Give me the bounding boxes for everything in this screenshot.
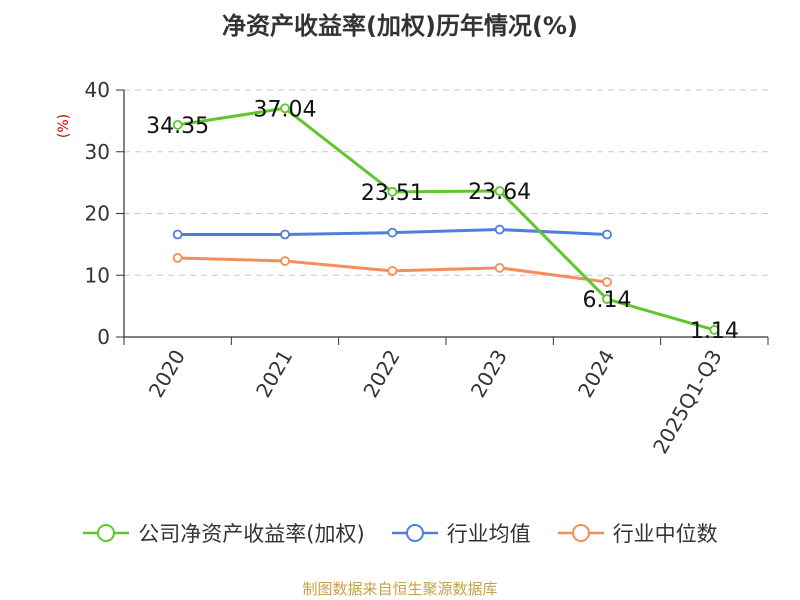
- data-label: 23.51: [361, 181, 424, 206]
- data-label: 34.35: [146, 114, 209, 139]
- y-tick-label: 30: [85, 140, 110, 164]
- data-point: [494, 224, 505, 235]
- series-layer: [172, 103, 720, 335]
- data-point: [602, 294, 612, 304]
- chart-title: 净资产收益率(加权)历年情况(%): [222, 12, 578, 40]
- data-point: [387, 227, 398, 238]
- x-tick-label: 2025Q1-Q3: [648, 346, 727, 458]
- data-point: [494, 186, 505, 196]
- legend-label: 行业均值: [446, 522, 531, 546]
- y-tick-label: 20: [85, 202, 110, 226]
- legend-item[interactable]: 行业中位数: [557, 518, 718, 548]
- line-chart: 0 10 20 30 40 2020 2021 2022 2023 2024 2025Q1-Q3 3…: [56, 78, 769, 458]
- source-note: 制图数据来自恒生聚源数据库: [302, 580, 498, 598]
- legend-item[interactable]: 公司净资产收益率(加权): [82, 518, 365, 548]
- data-point: [602, 229, 612, 240]
- x-tick-label: 2021: [251, 346, 297, 402]
- data-point: [172, 253, 183, 263]
- data-point: [494, 262, 505, 273]
- data-label: 1.14: [690, 319, 739, 344]
- legend-label: 行业中位数: [612, 522, 718, 546]
- data-point: [280, 229, 290, 240]
- data-label: 6.14: [583, 288, 632, 313]
- x-tick-label: 2024: [573, 346, 619, 402]
- data-point: [172, 119, 183, 130]
- grid-lines: [124, 89, 768, 276]
- legend-item[interactable]: 行业均值: [391, 518, 531, 548]
- data-point: [280, 256, 290, 266]
- y-tick-label: 40: [85, 78, 110, 102]
- series-line: [177, 106, 715, 332]
- x-tick-label: 2022: [358, 346, 404, 402]
- legend-marker-icon: [83, 524, 130, 542]
- y-tick-label: 0: [97, 325, 110, 349]
- legend: 公司净资产收益率(加权) 行业均值 行业中位数: [0, 518, 800, 548]
- data-point: [387, 266, 398, 276]
- data-label: 37.04: [254, 97, 317, 122]
- data-point: [280, 103, 290, 114]
- x-tick-label: 2023: [466, 345, 512, 401]
- data-point: [709, 325, 720, 335]
- legend-marker-icon: [557, 524, 604, 542]
- legend-marker-icon: [391, 524, 438, 542]
- data-point: [387, 186, 398, 197]
- data-label: 23.64: [468, 180, 531, 205]
- y-tick-label: 10: [85, 263, 110, 287]
- data-point: [602, 277, 612, 287]
- legend-label: 公司净资产收益率(加权): [138, 522, 365, 546]
- y-axis-label: (%): [56, 114, 72, 138]
- data-labels: 34.35 37.04 23.51 23.64 6.14 1.14: [146, 97, 739, 344]
- x-tick-label: 2020: [144, 346, 190, 402]
- data-point: [172, 229, 183, 240]
